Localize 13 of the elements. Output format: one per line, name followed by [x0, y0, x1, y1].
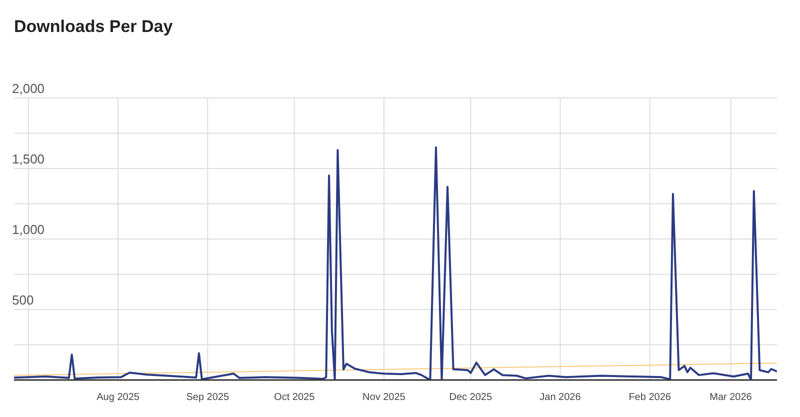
x-tick-label: Mar 2026 — [710, 392, 752, 403]
x-tick-label: Feb 2026 — [628, 392, 672, 403]
y-tick-label: 2,000 — [12, 81, 45, 96]
x-tick-label: Sep 2025 — [186, 392, 230, 403]
x-tick-label: Aug 2025 — [96, 392, 140, 403]
x-tick-label: Dec 2025 — [449, 392, 492, 403]
x-tick-label: Oct 2025 — [274, 392, 316, 403]
chart-title: Downloads Per Day — [13, 16, 174, 38]
y-tick-label: 1,500 — [12, 152, 45, 166]
x-tick-label: Jan 2026 — [540, 392, 582, 403]
y-tick-label: 1,000 — [12, 222, 45, 237]
y-tick-label: 500 — [12, 292, 34, 308]
x-tick-label: Nov 2025 — [362, 392, 406, 403]
